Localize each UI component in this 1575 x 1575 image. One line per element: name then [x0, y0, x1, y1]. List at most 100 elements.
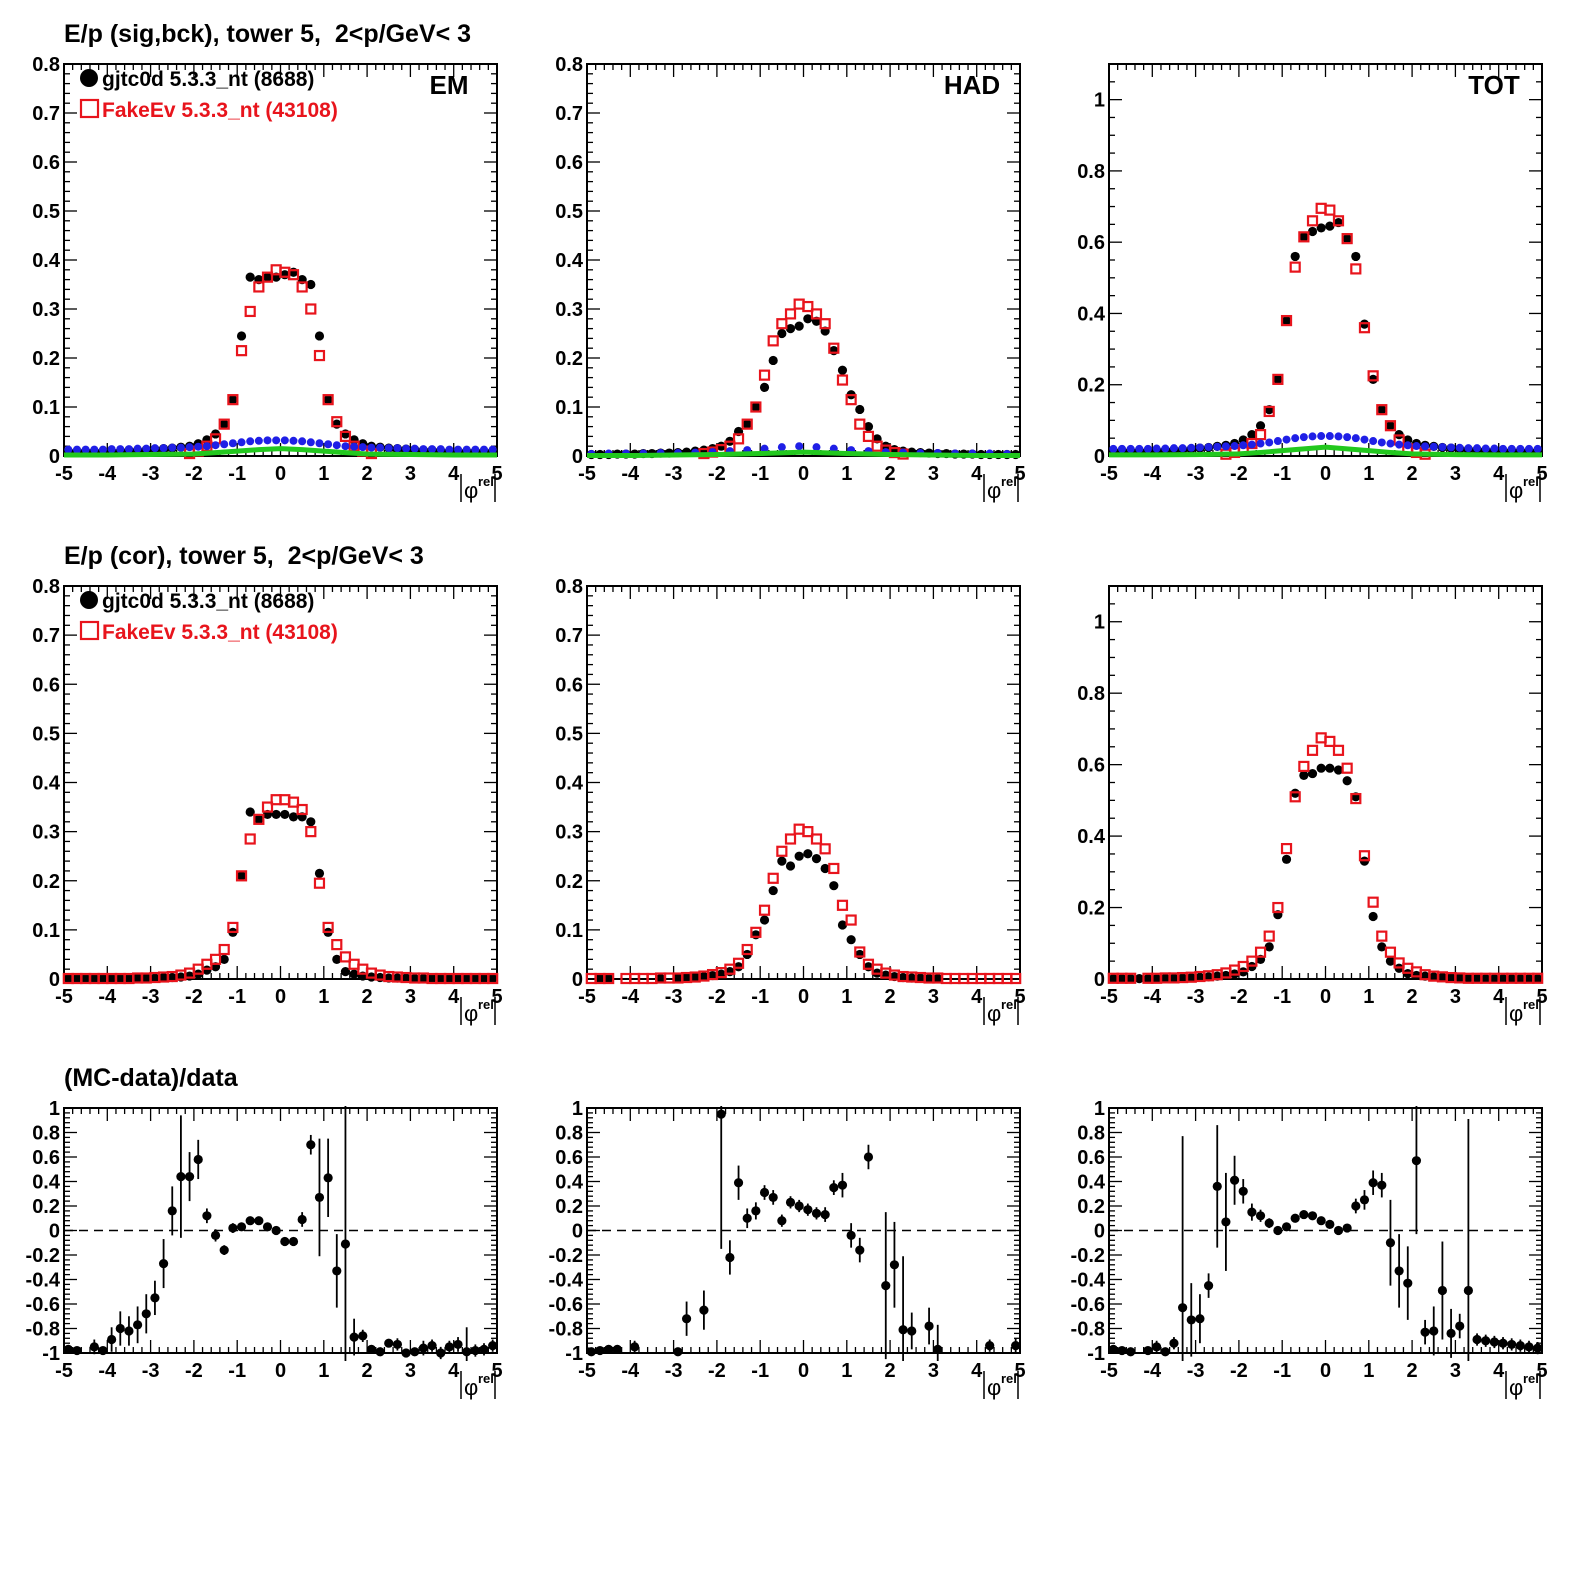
data-point — [176, 1172, 186, 1182]
data-point — [1160, 1347, 1170, 1357]
data-point — [1299, 232, 1309, 242]
data-point — [759, 915, 770, 925]
data-point — [280, 1236, 290, 1247]
mc-point — [1332, 215, 1345, 227]
mc-point — [1367, 370, 1379, 382]
mc-point — [1306, 215, 1319, 227]
series-1 — [62, 794, 499, 985]
data-point — [1203, 972, 1214, 982]
x-tick-label: -3 — [142, 1360, 160, 1382]
y-tick-label: 0.3 — [555, 822, 583, 844]
mc-point — [1358, 850, 1371, 862]
y-tick-label: 0.7 — [32, 625, 60, 647]
x-tick-label: -2 — [708, 986, 726, 1008]
y-tick-label: 0 — [49, 446, 60, 468]
data-layer — [586, 1106, 1021, 1361]
mc-point — [209, 953, 222, 965]
x-tick-label: 2 — [362, 1360, 373, 1382]
data-point — [236, 871, 247, 881]
data-point — [150, 1293, 160, 1303]
data-point — [332, 954, 342, 964]
data-point — [1108, 974, 1118, 984]
data-point — [63, 1344, 73, 1354]
data-point — [1186, 1315, 1196, 1325]
mc-point — [1125, 972, 1137, 984]
data-point — [297, 1214, 307, 1225]
x-tick-label: -1 — [1273, 463, 1291, 485]
data-layer — [1108, 1106, 1543, 1361]
mc-point — [1289, 261, 1301, 273]
x-axis-label: φ rel — [983, 997, 1019, 1026]
data-point — [907, 1326, 917, 1336]
data-point — [1351, 1201, 1361, 1211]
data-point — [141, 1309, 151, 1319]
y-tick-label: -1 — [1087, 1343, 1105, 1365]
x-tick-label: 1 — [841, 986, 852, 1008]
bkg-data-point — [1351, 434, 1360, 443]
mc-point — [313, 877, 326, 889]
data-point — [219, 954, 229, 964]
mc-point — [828, 342, 840, 354]
bkg-data-point — [1282, 435, 1291, 444]
bkg-data-point — [246, 437, 255, 446]
mc-point — [862, 430, 875, 442]
data-point — [332, 419, 342, 429]
bkg-data-point — [1152, 444, 1161, 453]
y-tick-label: -0.4 — [549, 1270, 584, 1292]
x-tick-label: -4 — [98, 986, 117, 1008]
y-tick-label: 0.8 — [555, 576, 583, 598]
mc-point — [854, 946, 866, 958]
rel-superscript: rel — [1001, 474, 1017, 489]
data-point — [1290, 1213, 1300, 1223]
mc-point — [1324, 204, 1336, 216]
bkg-data-point — [1230, 442, 1239, 451]
mc-point — [836, 374, 849, 386]
data-point — [1498, 974, 1508, 984]
x-tick-label: -1 — [228, 463, 246, 485]
x-tick-label: 5 — [1014, 986, 1025, 1008]
mc-point — [810, 833, 823, 845]
data-point — [1255, 421, 1266, 431]
data-point — [1524, 974, 1534, 984]
bkg-data-point — [116, 445, 125, 454]
mc-point — [287, 796, 300, 808]
data-point — [604, 973, 614, 984]
y-tick-label: 0.4 — [1077, 303, 1106, 325]
bkg-data-point — [81, 445, 90, 454]
data-layer — [586, 298, 1021, 460]
y-tick-label: 0.2 — [1077, 898, 1105, 920]
data-layer — [1107, 732, 1544, 984]
data-point — [306, 1140, 316, 1150]
bkg-data-point — [1525, 444, 1534, 453]
mc-point — [227, 921, 239, 934]
x-tick-label: -3 — [665, 463, 683, 485]
row-title-cor: E/p (cor), tower 5, 2<p/GeV< 3 — [64, 542, 424, 570]
data-point — [855, 404, 865, 415]
series-0 — [63, 807, 498, 984]
data-point — [436, 973, 446, 984]
y-tick-label: 0.8 — [555, 54, 583, 76]
data-point — [751, 402, 761, 412]
bkg-data-point — [1499, 444, 1508, 453]
x-tick-label: -2 — [708, 1360, 726, 1382]
x-tick-label: -3 — [665, 1360, 683, 1382]
data-point — [245, 807, 255, 817]
mc-point — [732, 957, 745, 969]
mc-point — [331, 416, 343, 428]
data-point — [1229, 1175, 1240, 1185]
bkg-data-point — [488, 445, 497, 454]
bkg-data-point — [1334, 432, 1343, 441]
data-point — [1533, 1343, 1543, 1353]
mc-point — [1384, 420, 1397, 432]
series-0 — [1108, 217, 1543, 456]
x-tick-label: 3 — [928, 463, 939, 485]
x-tick-label: 4 — [971, 1360, 983, 1382]
x-tick-label: -1 — [1273, 1360, 1291, 1382]
data-point — [349, 969, 359, 979]
x-tick-label: 1 — [318, 986, 329, 1008]
series-0 — [595, 849, 943, 984]
data-point — [768, 1192, 778, 1203]
data-point — [1212, 1181, 1222, 1191]
y-tick-label: 0.2 — [555, 1196, 583, 1218]
y-tick-label: 0.2 — [1077, 375, 1105, 397]
